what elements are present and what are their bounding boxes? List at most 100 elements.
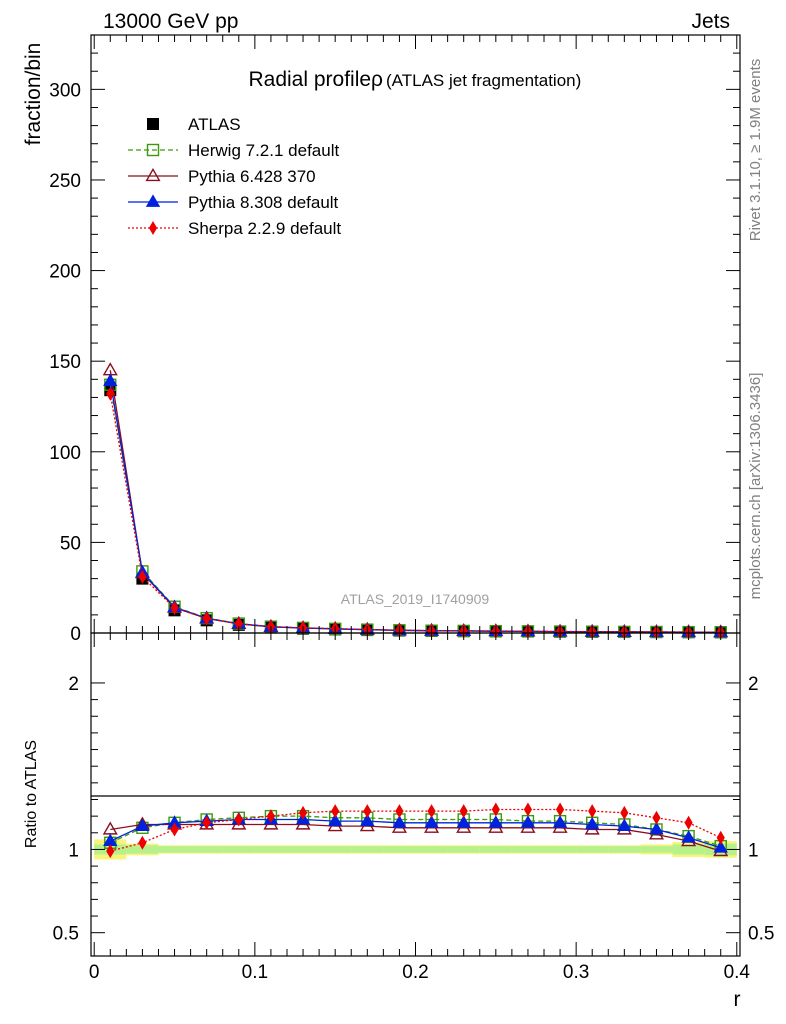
main-data-point: [170, 601, 179, 615]
legend-marker: [145, 167, 161, 182]
ratio-data-point: [588, 804, 597, 819]
ratio-y-ticks: 0.5 0.5 1 1 2 2: [53, 674, 775, 945]
ratio-series-line: [110, 818, 721, 849]
ratio-data-point: [585, 816, 600, 830]
main-y-tick-label: 100: [49, 443, 81, 464]
ratio-band-inner: [351, 846, 384, 853]
main-data-point: [138, 569, 147, 584]
source-reference-text: mcplots.cern.ch [arXiv:1306.3436]: [747, 373, 764, 600]
ratio-data-point: [617, 818, 632, 832]
ratio-data-point: [170, 822, 179, 837]
ratio-data-point: [620, 805, 629, 820]
ratio-series-group: [106, 802, 725, 859]
x-tick-label: 0.4: [724, 962, 751, 983]
ratio-band-inner: [190, 846, 223, 853]
ratio-data-point: [202, 815, 211, 830]
ratio-band-inner: [479, 846, 512, 853]
ratio-band-inner: [319, 846, 352, 853]
legend-label: Pythia 6.428 370: [188, 167, 316, 186]
ratio-data-point: [106, 844, 115, 859]
ratio-data-point: [488, 815, 504, 828]
ratio-series-layer: [102, 802, 729, 859]
main-y-tick-label: 250: [49, 171, 81, 192]
main-y-ticks: 0 50 100 150 200 250 300: [49, 52, 740, 645]
x-axis-label: r: [734, 988, 741, 1011]
ratio-data-point: [424, 815, 439, 828]
legend-label: Pythia 8.308 default: [188, 193, 339, 212]
x-tick-label: 0: [89, 962, 100, 983]
ratio-data-point: [363, 804, 372, 819]
ratio-data-point: [523, 802, 533, 817]
ratio-data-point: [266, 809, 275, 824]
ratio-data-point: [135, 818, 150, 832]
ratio-band-inner: [286, 846, 320, 853]
ratio-band-inner: [383, 846, 416, 853]
chart-title: Radial profileρ: [248, 68, 383, 91]
ratio-data-point: [392, 815, 407, 828]
rivet-version-text: Rivet 3.1.10, ≥ 1.9M events: [747, 59, 764, 242]
ratio-data-point: [298, 805, 308, 820]
ratio-y-tick-label-right: 0.5: [748, 924, 774, 945]
ratio-data-point: [456, 815, 471, 828]
ratio-data-point: [459, 804, 468, 819]
legend: ATLAS Herwig 7.2.1 default Pythia 6.428 37…: [128, 115, 341, 238]
chart-subtitle: (ATLAS jet fragmentation): [386, 71, 581, 90]
ratio-data-point: [234, 812, 243, 827]
main-data-point: [102, 362, 118, 376]
ratio-data-point: [331, 804, 340, 819]
main-y-tick-label: 50: [60, 533, 81, 554]
ratio-data-point: [395, 804, 404, 819]
category-label: Jets: [691, 10, 730, 33]
ratio-data-point: [652, 810, 661, 825]
ratio-band-inner: [415, 846, 448, 853]
ratio-y-tick-label: 1: [68, 840, 79, 861]
ratio-y-tick-label-right: 2: [748, 674, 759, 695]
legend-marker: [147, 118, 159, 130]
analysis-watermark: ATLAS_2019_I1740909: [341, 591, 490, 607]
ratio-data-point: [327, 813, 343, 827]
main-data-point: [103, 373, 118, 387]
main-y-tick-label: 300: [49, 80, 81, 101]
x-tick-label: 0.2: [402, 962, 428, 983]
legend-label: ATLAS: [188, 115, 241, 134]
ratio-data-point: [556, 802, 565, 817]
main-data-point: [202, 611, 211, 626]
ratio-data-point: [681, 830, 696, 843]
main-data-point: [106, 386, 115, 401]
ratio-series-line: [110, 808, 721, 852]
ratio-band-inner: [222, 846, 255, 853]
ratio-panel: 0.5 0.51 12 2 0 0.1 0.2 0.3 0.4 Ratio to ATLAS …: [23, 35, 774, 1011]
ratio-band-inner: [672, 844, 705, 855]
ratio-data-point: [138, 835, 147, 850]
ratio-y-tick-label: 0.5: [53, 924, 79, 945]
ratio-data-point: [491, 802, 500, 817]
ratio-y-tick-label-right: 1: [748, 840, 759, 861]
ratio-data-point: [427, 804, 436, 819]
legend-marker: [148, 221, 158, 235]
ratio-band-inner: [447, 846, 480, 853]
main-y-axis-label: fraction/bin: [22, 43, 45, 146]
ratio-data-point: [713, 840, 728, 853]
main-panel: 0 50 100 150 200 250 300 fraction/bin Radial p…: [22, 34, 741, 645]
legend-label: Sherpa 2.2.9 default: [188, 219, 341, 238]
ratio-frame: [90, 632, 741, 957]
x-tick-label: 0.1: [242, 962, 268, 983]
ratio-data-point: [649, 821, 664, 835]
ratio-data-point: [552, 815, 568, 828]
legend-label: Herwig 7.2.1 default: [188, 141, 339, 160]
legend-marker: [146, 143, 160, 157]
ratio-data-point: [360, 813, 375, 827]
ratio-band-inner: [254, 846, 287, 853]
x-tick-label: 0.3: [563, 962, 589, 983]
ratio-band-inner: [640, 846, 673, 853]
ratio-y-tick-label: 2: [68, 674, 79, 695]
ratio-band-inner: [544, 846, 577, 853]
ratio-data-point: [684, 815, 693, 830]
main-y-tick-label: 0: [70, 624, 81, 645]
ratio-y-axis-label: Ratio to ATLAS: [23, 740, 40, 848]
main-y-tick-label: 150: [49, 352, 81, 373]
ratio-band-inner: [608, 846, 641, 853]
ratio-data-point: [520, 815, 536, 828]
ratio-data-point: [716, 830, 725, 845]
